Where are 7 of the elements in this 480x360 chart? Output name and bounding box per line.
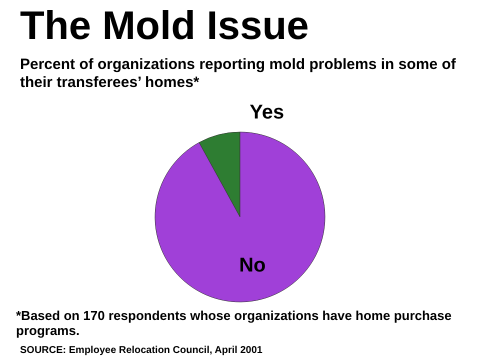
chart-title: The Mold Issue [20, 4, 309, 49]
slice-label: No [239, 254, 266, 276]
slice-label: Yes [250, 101, 284, 124]
text: *Based on 170 respondents whose organizations have home purchase programs. [16, 308, 453, 338]
pie-slice [154, 132, 326, 302]
source-note: SOURCE: Employee Relocation Council, April 2001 [20, 345, 262, 356]
chart-subtitle: Percent of organizations reporting mold problems in some of their transferees’ homes* [20, 56, 457, 92]
